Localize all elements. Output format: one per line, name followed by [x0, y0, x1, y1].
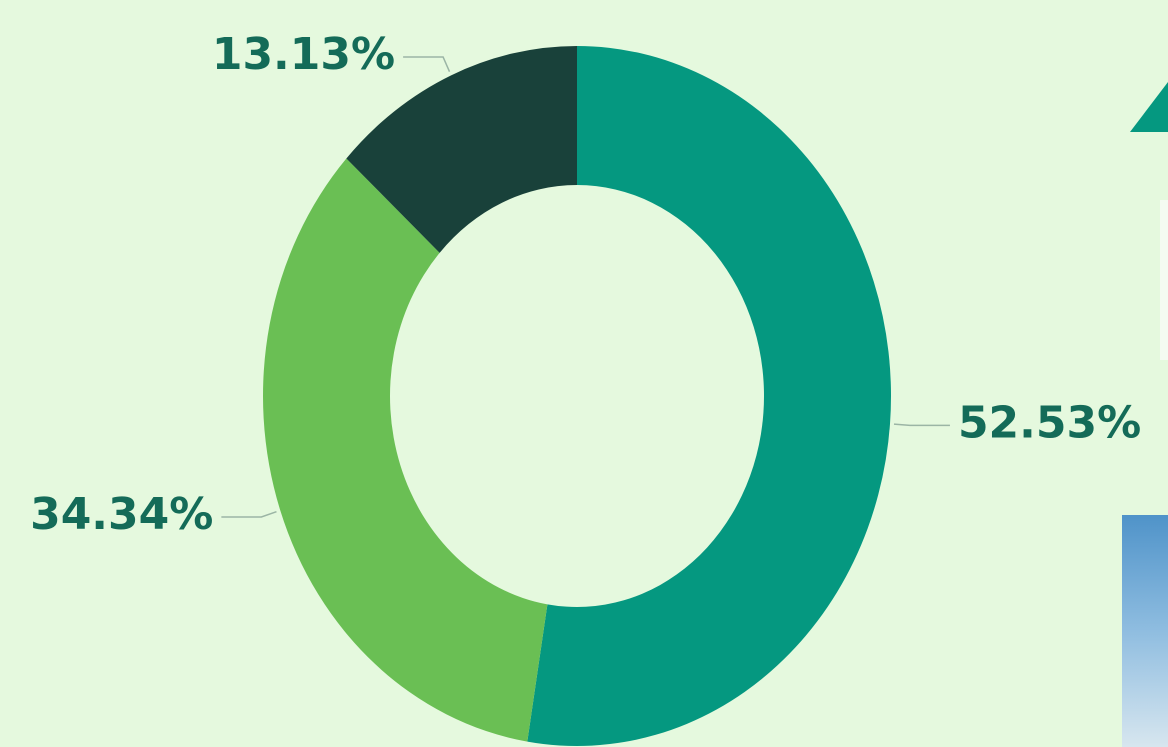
decor-panel — [1160, 200, 1168, 360]
data-label: 13.13% — [212, 29, 395, 80]
decor-image — [1122, 515, 1168, 747]
data-label: 52.53% — [958, 397, 1141, 448]
data-label: 34.34% — [30, 489, 213, 540]
chart: 52.53% 34.34% 13.13% — [0, 0, 1168, 747]
